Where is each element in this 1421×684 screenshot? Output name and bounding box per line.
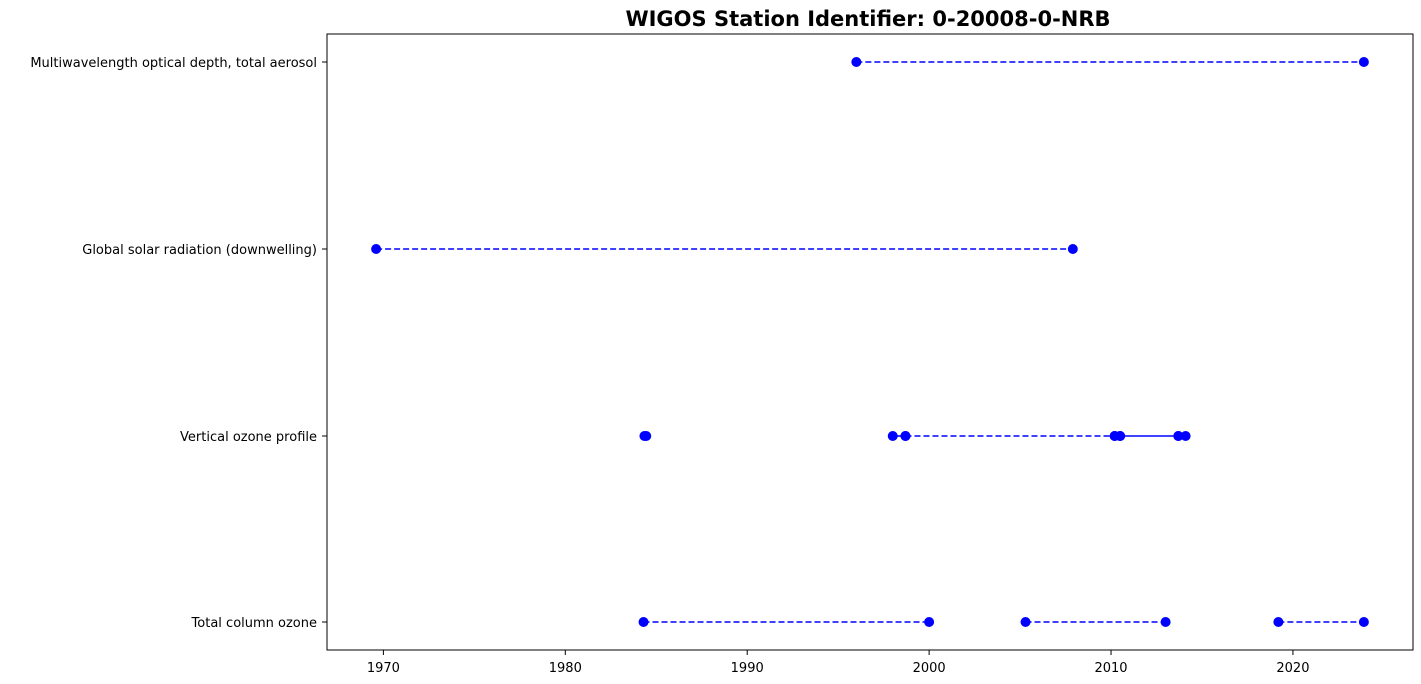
- y-axis: Total column ozone Vertical ozone profile…: [30, 56, 327, 631]
- total-column-ozone-point-0-start: [638, 617, 649, 627]
- total-column-ozone-point-1-start: [1020, 617, 1031, 627]
- vertical-ozone-profile-point-0-end: [641, 431, 652, 441]
- y-tick-label-multiwavelength-optical-depth-total-aerosol: Multiwavelength optical depth, total aer…: [30, 56, 317, 71]
- total-column-ozone-point-1-end: [1160, 617, 1171, 627]
- x-tick-label-1970: 1970: [367, 661, 400, 676]
- y-tick-label-total-column-ozone: Total column ozone: [191, 616, 317, 631]
- vertical-ozone-profile-point-5-start: [1173, 431, 1184, 441]
- vertical-ozone-profile-point-1-start: [887, 431, 898, 441]
- y-tick-label-global-solar-radiation-downwelling: Global solar radiation (downwelling): [82, 243, 317, 258]
- vertical-ozone-profile-point-5-end: [1180, 431, 1191, 441]
- x-tick-label-2010: 2010: [1094, 661, 1127, 676]
- x-tick-label-2020: 2020: [1276, 661, 1309, 676]
- global-solar-radiation-downwelling-point-0-start: [371, 244, 382, 254]
- total-column-ozone-point-2-end: [1358, 617, 1369, 627]
- plot-area-frame: [326, 33, 1414, 651]
- x-tick-label-1990: 1990: [731, 661, 764, 676]
- multiwavelength-optical-depth-total-aerosol-point-0-start: [851, 57, 862, 67]
- total-column-ozone-point-0-end: [924, 617, 935, 627]
- vertical-ozone-profile-point-4-start: [1115, 431, 1126, 441]
- x-tick-label-2000: 2000: [913, 661, 946, 676]
- global-solar-radiation-downwelling-point-0-end: [1067, 244, 1078, 254]
- x-tick-label-1980: 1980: [549, 661, 582, 676]
- total-column-ozone-point-2-start: [1273, 617, 1284, 627]
- chart-title: WIGOS Station Identifier: 0-20008-0-NRB: [625, 7, 1110, 31]
- chart-marks: [371, 57, 1369, 627]
- x-axis: 1970 1980 1990 2000 2010 2020: [367, 650, 1309, 676]
- multiwavelength-optical-depth-total-aerosol-point-0-end: [1358, 57, 1369, 67]
- vertical-ozone-profile-point-2-start: [900, 431, 911, 441]
- y-tick-label-vertical-ozone-profile: Vertical ozone profile: [180, 430, 317, 445]
